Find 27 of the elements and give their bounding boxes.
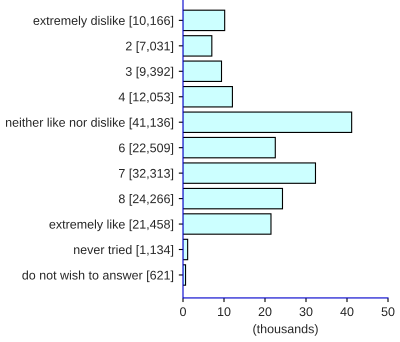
bar <box>183 86 233 108</box>
y-tick-label: 3 [9,392] <box>126 66 174 78</box>
y-tick-label: extremely dislike [10,166] <box>33 16 174 28</box>
x-tick-label: 20 <box>258 307 272 316</box>
y-tick-label: never tried [1,134] <box>74 244 174 257</box>
bar <box>183 136 276 158</box>
bar <box>183 60 222 82</box>
y-tick-label: 7 [32,313] <box>119 168 174 180</box>
x-tick-label: 0 <box>180 307 186 316</box>
bar <box>183 213 272 235</box>
bar <box>183 188 284 210</box>
y-tick-label: neither like nor dislike [41,136] <box>6 118 174 130</box>
y-tick-label: 6 [22,509] <box>119 143 174 155</box>
y-tick-label: extremely like [21,458] <box>49 220 174 232</box>
x-axis-title: (thousands) <box>253 324 318 336</box>
bar <box>183 35 212 57</box>
y-tick-label: do not wish to answer [621] <box>22 270 174 282</box>
bar <box>183 162 316 184</box>
bar <box>183 111 352 133</box>
x-tick-label: 50 <box>382 307 394 316</box>
y-tick-label: 4 [12,053] <box>118 92 174 104</box>
bar <box>183 10 226 32</box>
x-tick-label: 10 <box>218 307 230 316</box>
x-tick-label: 40 <box>340 307 354 316</box>
x-tick-label: 30 <box>300 307 312 316</box>
y-tick-label: 2 [7,031] <box>126 41 174 53</box>
y-tick-label: 8 [24,266] <box>118 194 174 206</box>
